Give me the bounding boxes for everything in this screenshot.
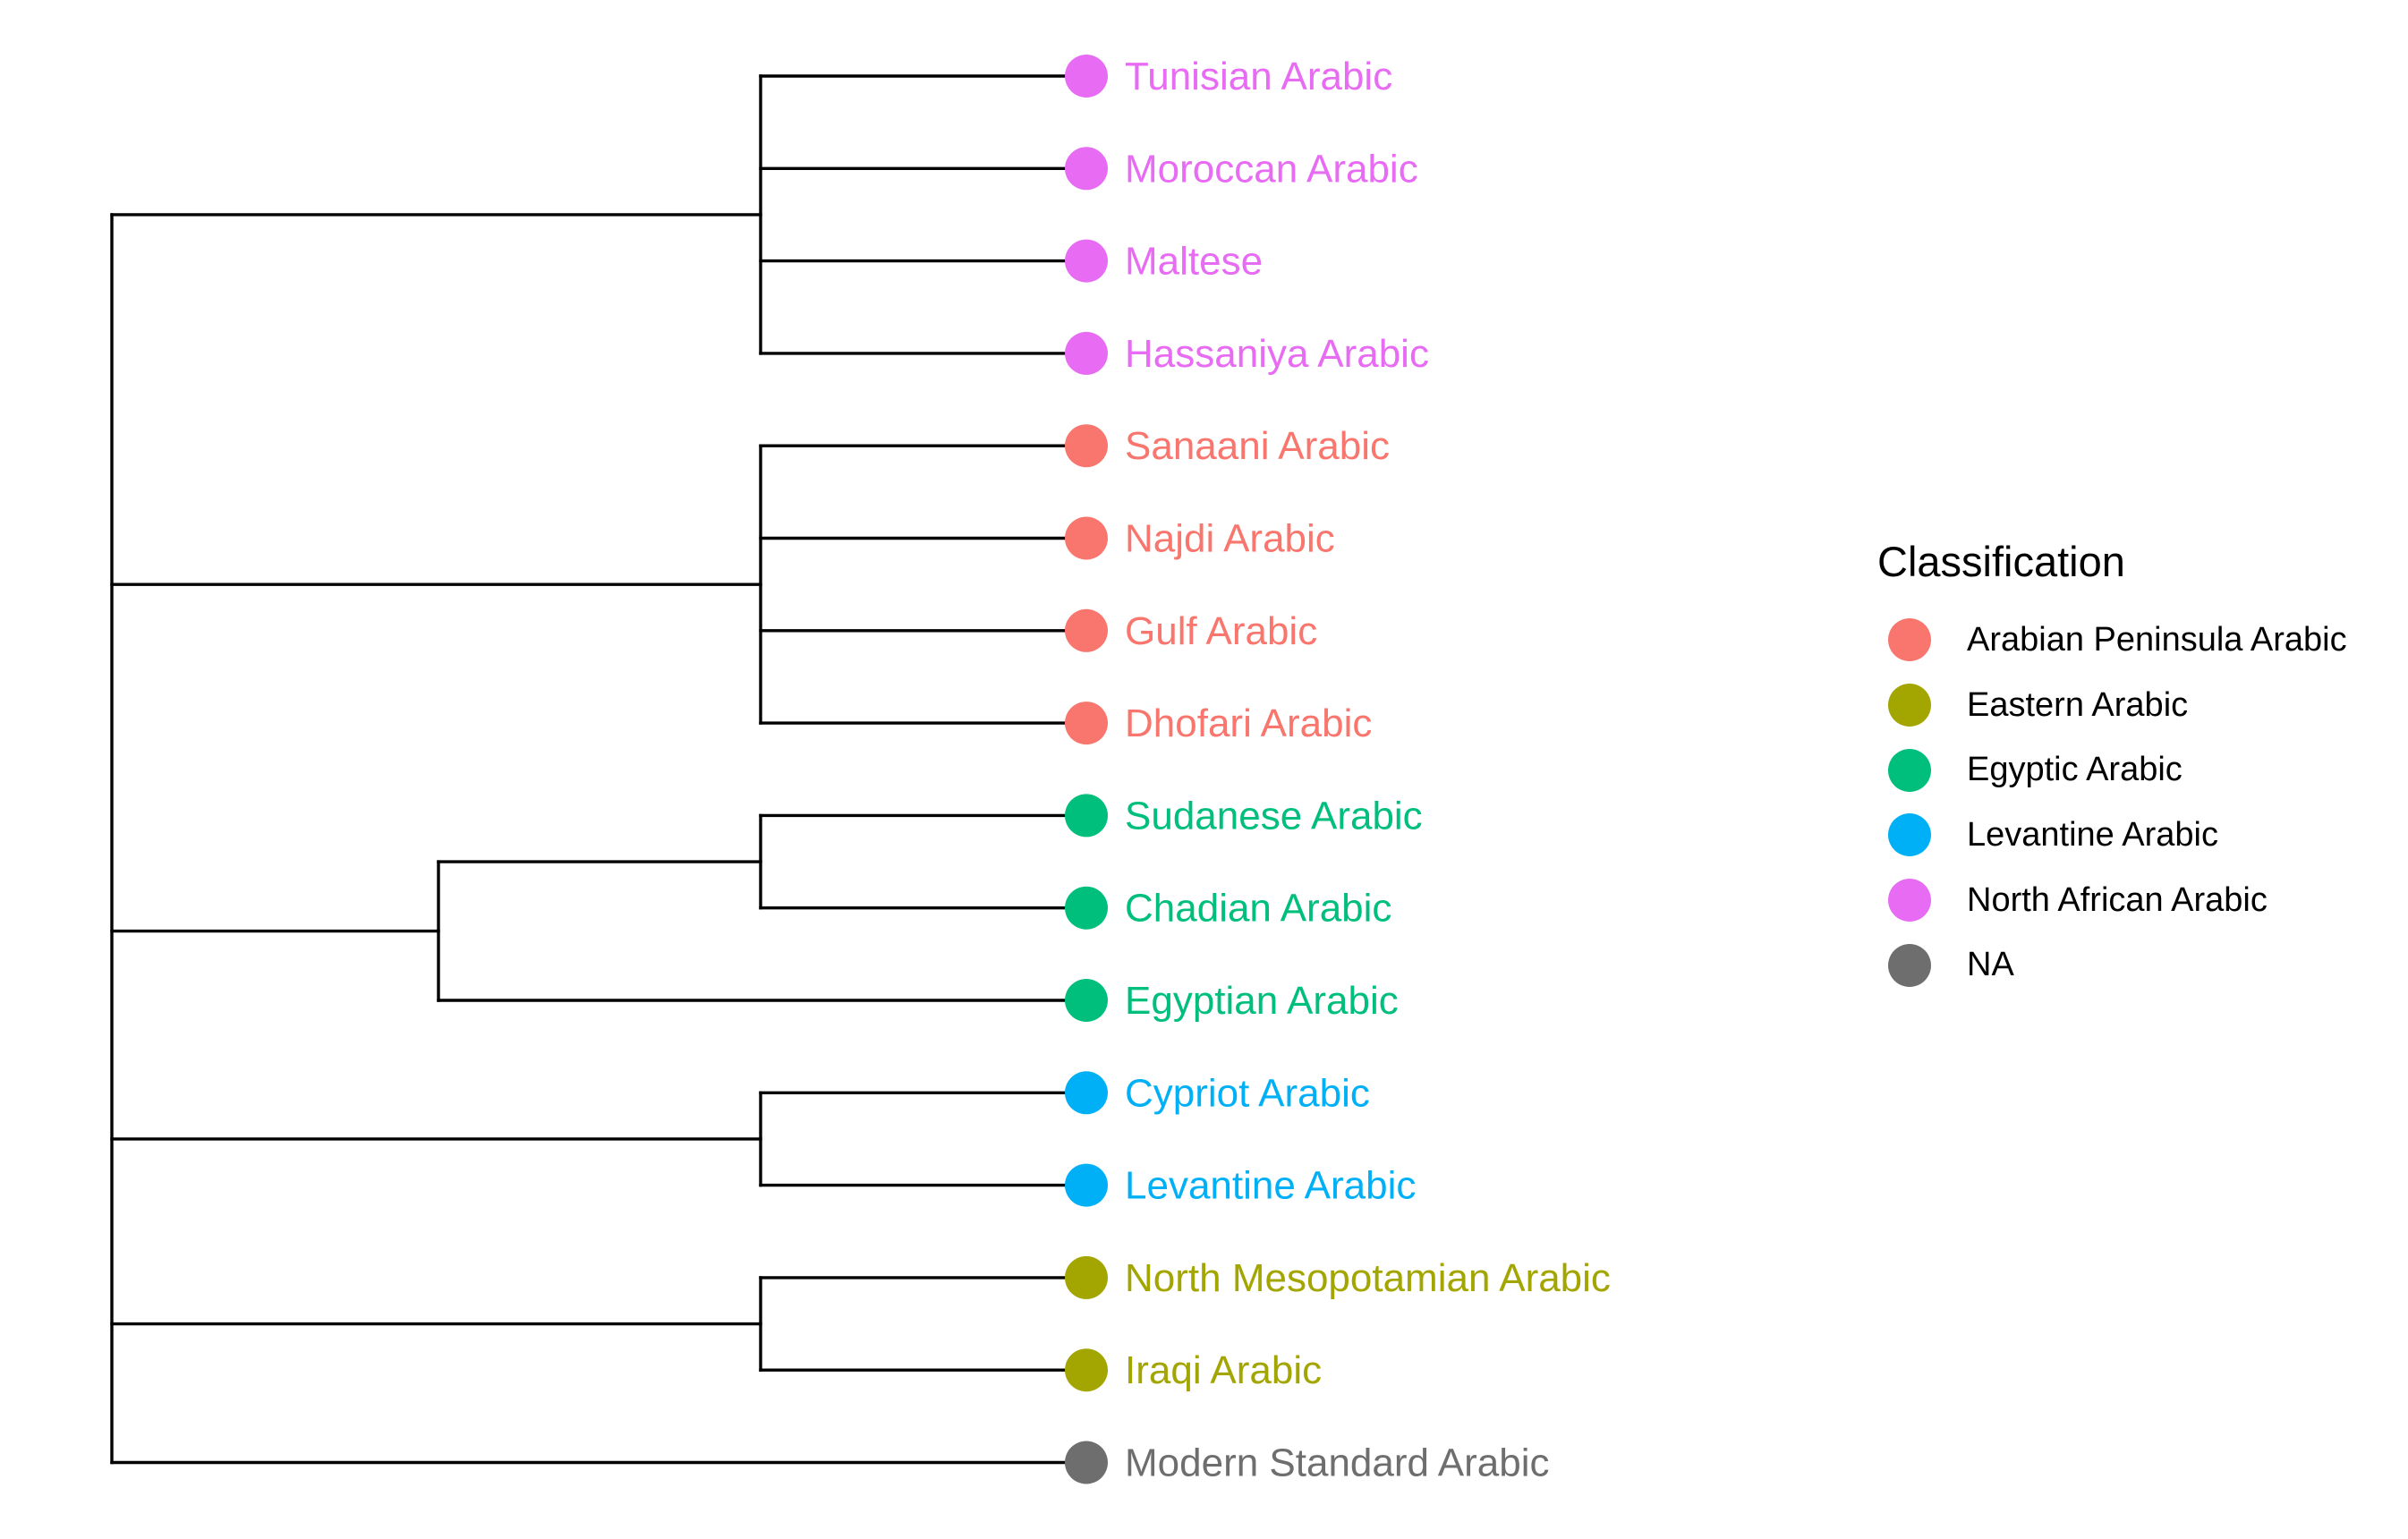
legend-key-dot <box>1888 943 1931 987</box>
tip-point <box>1065 331 1108 375</box>
tip-label: Hassaniya Arabic <box>1125 332 1429 376</box>
tip-point <box>1065 608 1108 652</box>
tip-point <box>1065 424 1108 468</box>
tip-label: Iraqi Arabic <box>1125 1348 1322 1392</box>
legend-item: North African Arabic <box>1877 868 2347 933</box>
tip-point <box>1065 1163 1108 1207</box>
legend-key-dot <box>1888 618 1931 662</box>
tip-point <box>1065 1441 1108 1484</box>
legend-item: Levantine Arabic <box>1877 803 2347 868</box>
tip-point <box>1065 147 1108 191</box>
tip-label: Modern Standard Arabic <box>1125 1441 1550 1485</box>
tip-point <box>1065 516 1108 560</box>
legend-label: Eastern Arabic <box>1967 685 2189 724</box>
tip-point <box>1065 1255 1108 1299</box>
tip-label: Levantine Arabic <box>1125 1164 1416 1208</box>
tip-label: Egyptian Arabic <box>1125 979 1399 1023</box>
legend-key-dot <box>1888 879 1931 923</box>
legend-label: Levantine Arabic <box>1967 815 2218 854</box>
legend-label: NA <box>1967 946 2014 984</box>
legend-items: Arabian Peninsula Arabic Eastern Arabic Eg… <box>1877 608 2347 998</box>
legend-label: North African Arabic <box>1967 880 2268 919</box>
legend-item: Eastern Arabic <box>1877 673 2347 738</box>
tip-point <box>1065 886 1108 930</box>
tip-label: Dhofari Arabic <box>1125 701 1372 745</box>
legend-key-dot <box>1888 684 1931 727</box>
tip-label: Moroccan Arabic <box>1125 147 1418 191</box>
tip-label: Maltese <box>1125 240 1263 284</box>
legend-key-dot <box>1888 748 1931 792</box>
tip-label: Gulf Arabic <box>1125 609 1317 653</box>
tip-point <box>1065 239 1108 283</box>
tip-label: Cypriot Arabic <box>1125 1071 1370 1115</box>
tip-label: North Mesopotamian Arabic <box>1125 1256 1611 1300</box>
legend-item: NA <box>1877 932 2347 998</box>
tip-label: Najdi Arabic <box>1125 517 1335 561</box>
tip-label: Sanaani Arabic <box>1125 424 1390 468</box>
tip-point <box>1065 979 1108 1022</box>
legend-item: Egyptic Arabic <box>1877 737 2347 803</box>
legend-label: Egyptic Arabic <box>1967 751 2183 789</box>
tip-label: Tunisian Arabic <box>1125 55 1392 98</box>
tip-label: Sudanese Arabic <box>1125 794 1423 838</box>
tip-point <box>1065 794 1108 838</box>
tip-point <box>1065 55 1108 98</box>
legend-title: Classification <box>1877 538 2125 585</box>
tip-point <box>1065 1071 1108 1115</box>
tip-point <box>1065 701 1108 745</box>
legend-item: Arabian Peninsula Arabic <box>1877 608 2347 673</box>
legend-label: Arabian Peninsula Arabic <box>1967 620 2347 659</box>
tip-label: Chadian Arabic <box>1125 887 1391 931</box>
legend-key-dot <box>1888 813 1931 857</box>
tip-point <box>1065 1348 1108 1392</box>
legend: Classification Arabian Peninsula Arabic E… <box>1877 537 2347 998</box>
